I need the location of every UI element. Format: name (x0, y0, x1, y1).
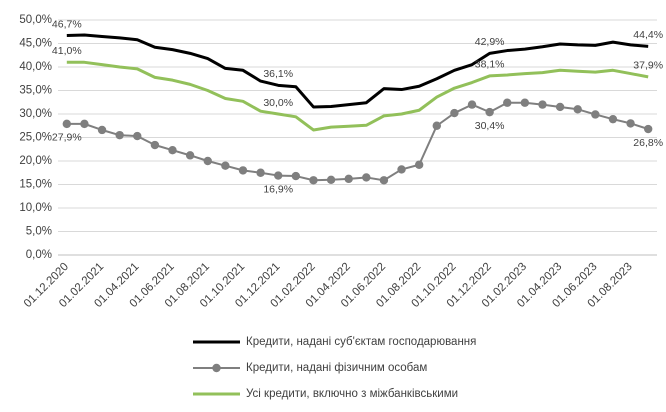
series-marker (379, 176, 389, 185)
value-label: 37,9% (633, 60, 663, 72)
value-label: 44,4% (633, 29, 663, 41)
series-marker (450, 108, 459, 118)
series-marker (256, 168, 265, 177)
series-marker (203, 156, 212, 166)
value-label: 41,0% (52, 45, 82, 57)
series-marker (608, 114, 618, 124)
value-label: 36,1% (263, 68, 293, 80)
series-marker (414, 160, 424, 169)
series-marker (115, 130, 124, 140)
legend-label: Кредити, надані суб'єктам господарювання (246, 336, 476, 348)
y-tick-label: 30,0% (19, 108, 52, 120)
series-marker (555, 102, 565, 112)
series-line (66, 33, 649, 109)
series-marker (221, 161, 230, 170)
y-tick-label: 45,0% (19, 38, 52, 50)
series-marker (362, 173, 371, 182)
y-tick-label: 40,0% (19, 61, 52, 73)
series-marker (432, 121, 441, 130)
series-marker (485, 107, 494, 117)
series-marker (326, 175, 336, 184)
y-tick-label: 5,0% (26, 226, 52, 238)
series-marker (538, 100, 547, 109)
series-line (66, 60, 649, 132)
value-label: 46,7% (52, 18, 82, 30)
value-label: 30,4% (475, 120, 505, 132)
y-tick-label: 0,0% (26, 249, 52, 261)
y-tick-label: 20,0% (19, 155, 52, 167)
value-label: 27,9% (52, 132, 82, 144)
series-marker (185, 151, 195, 160)
legend-label: Кредити, надані фізичним особам (246, 362, 427, 374)
series-marker (62, 119, 72, 129)
series-marker (168, 145, 177, 155)
series-marker (309, 176, 318, 185)
series-marker (643, 124, 653, 134)
series-marker (133, 131, 142, 141)
series-line (66, 101, 649, 182)
legend-marker (212, 363, 221, 373)
series-marker (397, 165, 406, 174)
series-marker (97, 125, 107, 135)
series-marker (626, 119, 635, 128)
series-marker (291, 171, 301, 181)
y-tick-label: 25,0% (19, 132, 52, 144)
series-marker (238, 166, 248, 175)
value-label: 38,1% (475, 59, 505, 71)
value-label: 16,9% (263, 183, 293, 195)
y-tick-label: 50,0% (19, 14, 52, 26)
series-marker (503, 98, 512, 107)
y-tick-label: 10,0% (19, 202, 52, 214)
series-marker (150, 140, 160, 150)
series-marker (467, 100, 477, 109)
legend-label: Усі кредити, включно з міжбанківськими (246, 388, 458, 400)
series-marker (274, 171, 283, 180)
series-marker (344, 174, 353, 184)
value-label: 42,9% (475, 36, 505, 48)
series-marker (573, 105, 582, 114)
series-marker (591, 110, 600, 119)
y-tick-label: 15,0% (19, 179, 52, 191)
series-marker (80, 119, 89, 129)
value-label: 26,8% (633, 137, 663, 149)
y-tick-label: 35,0% (19, 85, 52, 97)
series-marker (520, 98, 530, 107)
value-label: 30,0% (263, 97, 293, 109)
